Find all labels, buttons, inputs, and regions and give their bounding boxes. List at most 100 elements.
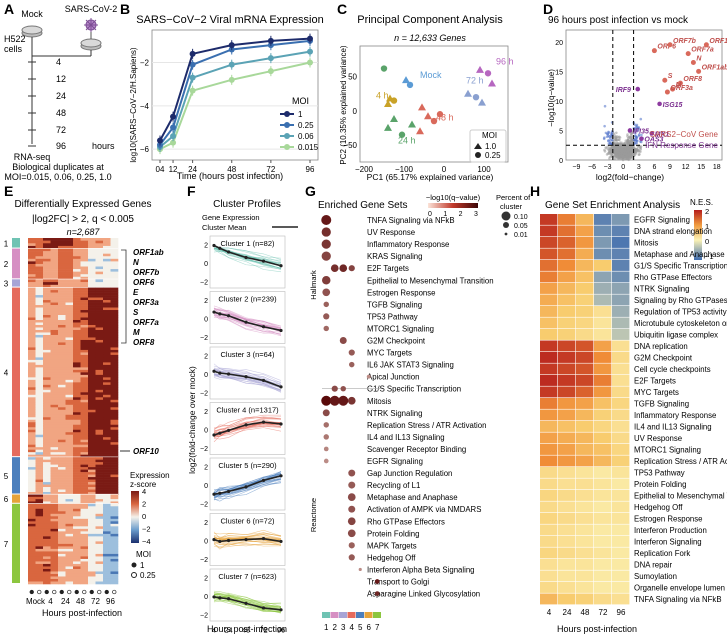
heatmap-cell [50, 266, 59, 270]
heatmap-cell [88, 387, 96, 391]
heatmap-cell [88, 382, 96, 386]
heatmap-cell [612, 444, 630, 455]
heatmap-cell [58, 402, 66, 406]
x-tick-label: 15 [697, 164, 705, 171]
heatmap-cell [43, 521, 51, 525]
heatmap-cell [103, 276, 111, 280]
heatmap-cell [88, 282, 96, 286]
heatmap-cell [65, 501, 74, 505]
heatmap-cell [540, 478, 558, 490]
heatmap-cell [103, 307, 111, 311]
heatmap-cell [58, 404, 66, 408]
group-label: 72 h [466, 76, 484, 86]
moi-indicator-dot [29, 589, 34, 595]
heatmap-cell [58, 556, 66, 560]
heatmap-cell [65, 492, 74, 495]
heatmap-cell [35, 521, 44, 525]
heatmap-cell [80, 414, 89, 418]
heatmap-cell [73, 501, 81, 505]
heatmap-cell [65, 295, 74, 298]
cluster-mean-point [261, 325, 266, 329]
heatmap-cell [50, 322, 59, 326]
heatmap-cell [65, 576, 74, 580]
heatmap-cell [58, 437, 66, 441]
scale-e-title-2: z-score [130, 480, 157, 489]
heatmap-cell [58, 339, 66, 343]
heatmap-cell [35, 359, 44, 363]
heatmap-cell [50, 274, 59, 278]
heatmap-cell [103, 487, 111, 490]
row-label: Rho GTPase Effectors [634, 273, 712, 282]
heatmap-cell [65, 437, 74, 441]
term-label: G2M Checkpoint [367, 337, 426, 346]
heatmap-cell [95, 492, 104, 495]
gene-point [626, 149, 630, 153]
heatmap-cell [80, 347, 89, 351]
heatmap-cell [95, 556, 104, 560]
heatmap-cell [58, 258, 66, 262]
heatmap-cell [594, 363, 612, 375]
heatmap-cell [612, 582, 630, 593]
term-label: Apical Junction [367, 373, 419, 382]
heatmap-cell [95, 467, 104, 470]
moi-indicator-dot [67, 589, 72, 595]
heatmap-cell [576, 375, 594, 386]
gene-point [629, 132, 633, 136]
enrichment-dot [321, 239, 331, 249]
heatmap-cell [88, 317, 96, 321]
heatmap-cell [80, 295, 89, 298]
heatmap-cell [110, 457, 119, 460]
heatmap-cell [103, 399, 111, 403]
gene-point [635, 123, 639, 127]
heatmap-cell [80, 364, 89, 368]
heatmap-cell [35, 290, 44, 293]
heatmap-cell [65, 282, 74, 286]
heatmap-cell [88, 484, 96, 488]
heatmap-cell [43, 484, 51, 488]
viral-gene-label: S [668, 73, 673, 80]
heatmap-cell [35, 369, 44, 373]
heatmap-cell [540, 225, 558, 237]
pca-point-triangle [384, 123, 392, 131]
heatmap-cell [594, 490, 612, 501]
heatmap-cell [80, 322, 89, 326]
heatmap-cell [50, 444, 59, 448]
heatmap-cell [65, 429, 74, 433]
term-label: IL4 and IL13 Signaling [367, 433, 445, 442]
heatmap-cell [50, 454, 59, 458]
heatmap-cell [80, 409, 89, 413]
heatmap-cell [95, 501, 104, 505]
heatmap-cell [95, 279, 104, 283]
heatmap-cell [103, 367, 111, 371]
heatmap-cell [80, 581, 89, 585]
heatmap-cell [43, 444, 51, 448]
chart-g-group-reactome: Reactome [309, 498, 318, 532]
heatmap-cell [88, 337, 96, 341]
heatmap-cell [35, 305, 44, 308]
moi-e-item-1: 1 [140, 561, 145, 570]
heatmap-cell [110, 362, 119, 366]
heatmap-cell [80, 389, 89, 393]
heatmap-cell [103, 344, 111, 348]
heatmap-cell [88, 357, 96, 361]
heatmap-cell [50, 287, 59, 291]
heatmap-cell [35, 464, 44, 468]
heatmap-cell [73, 518, 81, 522]
heatmap-cell [50, 269, 59, 272]
heatmap-cell [58, 566, 66, 570]
heatmap-cell [28, 571, 36, 575]
heatmap-cell [65, 263, 74, 267]
heatmap-cell [95, 362, 104, 366]
heatmap-cell [43, 558, 51, 562]
heatmap-cell [50, 372, 59, 376]
heatmap-cell [73, 269, 81, 272]
row-label: Signaling by Rho GTPases [634, 296, 727, 305]
heatmap-cell [65, 377, 74, 381]
heatmap-cell [95, 263, 104, 267]
heatmap-cell [43, 434, 51, 438]
heatmap-cell [103, 566, 111, 570]
heatmap-cell [103, 424, 111, 428]
heatmap-cell [540, 317, 558, 329]
heatmap-cell [35, 279, 44, 283]
ifn-gene-label: IFI35 [633, 128, 649, 135]
